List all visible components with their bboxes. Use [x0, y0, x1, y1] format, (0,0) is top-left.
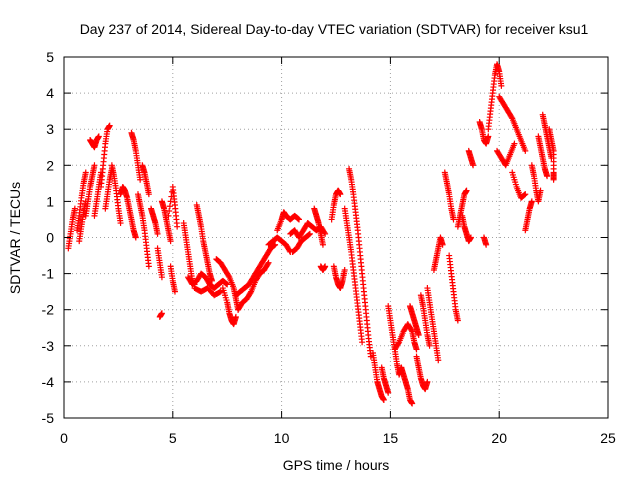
data-point [145, 263, 152, 270]
data-point [223, 280, 230, 287]
y-axis-title: SDTVAR / TECUs [7, 182, 23, 294]
data-point [145, 191, 152, 198]
data-point [467, 234, 474, 241]
data-point [385, 389, 392, 396]
y-tick-label: 4 [46, 85, 54, 101]
data-point [95, 133, 102, 140]
chart-title: Day 237 of 2014, Sidereal Day-to-day VTE… [80, 21, 589, 37]
data-point [137, 176, 144, 183]
x-tick-label: 0 [60, 430, 68, 446]
axis-ticks [63, 56, 609, 419]
data-point [247, 289, 254, 296]
data-point [174, 223, 181, 230]
data-point [306, 230, 313, 237]
x-tick-label: 15 [383, 430, 399, 446]
data-point [426, 342, 433, 349]
y-tick-label: -2 [42, 302, 55, 318]
data-point [508, 114, 515, 121]
data-point [166, 203, 173, 210]
y-tick-label: -1 [42, 266, 55, 282]
data-point [217, 288, 224, 295]
data-point [511, 140, 518, 147]
data-point [224, 281, 231, 288]
y-tick-label: 0 [46, 230, 54, 246]
data-point [264, 260, 271, 267]
x-tick-label: 20 [491, 430, 507, 446]
data-point [91, 162, 98, 169]
data-point [165, 212, 172, 219]
data-point [167, 198, 174, 205]
x-tick-label: 10 [274, 430, 290, 446]
y-tick-label: -5 [42, 410, 55, 426]
data-point [470, 162, 477, 169]
data-point [306, 231, 313, 238]
data-point [132, 234, 139, 241]
data-point [71, 205, 78, 212]
data-point [167, 238, 174, 245]
data-point [450, 216, 457, 223]
data-point [216, 289, 223, 296]
data-point [454, 317, 461, 324]
data-point [208, 277, 215, 284]
data-point [158, 310, 165, 317]
data-point [435, 357, 442, 364]
x-axis-title: GPS time / hours [283, 457, 390, 473]
data-point [395, 340, 402, 347]
y-tick-label: 5 [46, 49, 54, 65]
data-point [322, 263, 329, 270]
data-point [321, 229, 328, 236]
data-point [413, 346, 420, 353]
x-tick-label: 5 [169, 430, 177, 446]
data-point [158, 274, 165, 281]
data-point [521, 191, 528, 198]
data-point [265, 259, 272, 266]
data-point [106, 122, 113, 129]
data-point [522, 147, 529, 154]
y-tick-label: 3 [46, 121, 54, 137]
y-tick-label: 1 [46, 193, 54, 209]
data-point [272, 241, 279, 248]
data-point [341, 266, 348, 273]
x-tick-label: 25 [600, 430, 616, 446]
data-point [296, 216, 303, 223]
data-point [359, 339, 366, 346]
data-point [415, 331, 422, 338]
data-point [485, 133, 492, 140]
y-tick-label: -3 [42, 338, 55, 354]
data-point [498, 82, 505, 89]
data-point [408, 327, 415, 334]
data-point [271, 242, 278, 249]
data-point [463, 187, 470, 194]
data-point [319, 241, 326, 248]
data-point [171, 288, 178, 295]
data-point [295, 215, 302, 222]
data-point [166, 208, 173, 215]
tick-labels: -5 -4 -3 -2 -1 0 1 2 3 4 5 0 5 10 15 20 25 [42, 49, 616, 446]
data-point [424, 378, 431, 385]
data-point [380, 396, 387, 403]
data-point [483, 241, 490, 248]
data-point [522, 191, 529, 198]
data-point [225, 273, 232, 280]
data-point [439, 241, 446, 248]
data-point [337, 191, 344, 198]
data-point [154, 230, 161, 237]
data-point [82, 169, 89, 176]
data-point [232, 313, 239, 320]
y-tick-label: -4 [42, 374, 55, 390]
data-points [65, 61, 557, 407]
data-point [117, 220, 124, 227]
data-point [409, 400, 416, 407]
data-point [550, 176, 557, 183]
y-tick-label: 2 [46, 157, 54, 173]
data-point [544, 173, 551, 180]
data-point [537, 187, 544, 194]
data-point [528, 198, 535, 205]
